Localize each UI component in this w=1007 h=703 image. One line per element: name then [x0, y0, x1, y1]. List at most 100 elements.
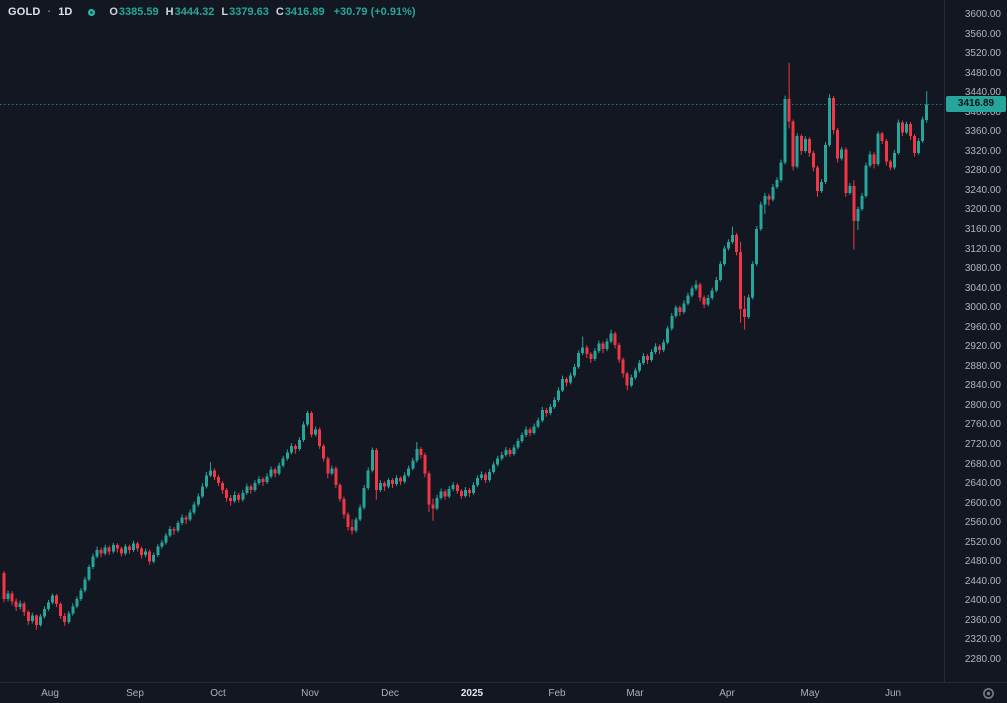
candle-body: [386, 480, 390, 487]
candle-body: [350, 527, 354, 531]
candle: [504, 446, 508, 457]
candle-body: [14, 601, 18, 608]
candle-wick: [173, 527, 175, 535]
candle-body: [609, 333, 613, 342]
candle: [803, 136, 807, 153]
candle-body: [654, 346, 658, 353]
time-tick-label: Sep: [126, 688, 144, 699]
candle: [593, 348, 597, 361]
candle: [735, 232, 739, 256]
candle-body: [168, 529, 172, 536]
candle-body: [132, 543, 135, 551]
time-tick-label: May: [800, 688, 820, 699]
candle: [674, 305, 678, 318]
candle-body: [892, 152, 896, 168]
time-tick-label: Mar: [626, 688, 644, 699]
candle-body: [900, 122, 904, 133]
candlestick-canvas[interactable]: [0, 0, 943, 682]
candle: [342, 496, 346, 519]
candle: [91, 553, 95, 570]
candle: [832, 96, 836, 135]
candle-body: [51, 595, 55, 603]
candle-body: [819, 182, 823, 191]
price-tick-label: 3200.00: [964, 204, 1001, 216]
candle-body: [225, 489, 229, 498]
candle: [516, 438, 520, 450]
candle-body: [451, 485, 455, 489]
candle-body: [815, 167, 819, 191]
candle: [164, 532, 168, 545]
candle: [755, 226, 759, 267]
candle: [484, 472, 488, 484]
candle-body: [200, 486, 204, 497]
candle-body: [852, 186, 856, 222]
candle-body: [633, 370, 637, 378]
last-price-label: 3416.89: [946, 96, 1006, 113]
candle: [386, 478, 390, 489]
candle: [257, 476, 261, 486]
candle: [261, 477, 265, 487]
candle: [763, 192, 767, 214]
time-tick-label: Jun: [884, 688, 902, 699]
candle-body: [281, 458, 285, 466]
symbol-title[interactable]: GOLD: [8, 6, 41, 18]
candle: [168, 526, 172, 538]
candle-body: [208, 470, 212, 476]
price-axis[interactable]: 3416.89 3600.00 3560.00 3520.00 3480.00 3440…: [944, 0, 1007, 682]
candle-body: [868, 154, 872, 166]
axis-settings-icon[interactable]: [982, 687, 995, 700]
candle-body: [30, 615, 34, 621]
candle: [314, 426, 318, 437]
candle-body: [795, 136, 799, 167]
candle: [419, 446, 423, 459]
candle: [253, 480, 257, 492]
candle: [751, 261, 755, 300]
candle-body: [221, 483, 225, 490]
candle: [34, 614, 38, 630]
candle: [771, 184, 775, 202]
candle-body: [540, 409, 544, 421]
candle: [917, 138, 921, 155]
candle-body: [730, 234, 734, 243]
candle-body: [119, 548, 123, 554]
candle: [743, 295, 747, 330]
candle-body: [107, 547, 111, 552]
candle-body: [79, 590, 83, 599]
candle-body: [253, 483, 257, 490]
candle: [334, 466, 338, 488]
time-axis[interactable]: Aug Sep Oct Nov Dec 2025 Feb Mar Apr May Jun: [0, 682, 1007, 703]
candle: [30, 612, 34, 624]
candle: [277, 462, 281, 476]
candle-body: [152, 554, 156, 562]
candle: [435, 494, 439, 511]
candle-body: [682, 303, 686, 313]
high-label: H: [165, 6, 174, 18]
candle: [900, 120, 904, 137]
candle: [144, 548, 148, 558]
candle: [909, 122, 913, 141]
candle: [119, 546, 123, 557]
candle: [289, 443, 293, 455]
candle: [625, 371, 629, 391]
candle: [654, 343, 658, 355]
candle: [103, 544, 107, 556]
candle-body: [358, 507, 362, 520]
timeframe-label[interactable]: 1D: [58, 6, 73, 18]
candle: [395, 475, 399, 487]
candle-body: [261, 479, 265, 483]
candle-body: [411, 460, 415, 469]
price-tick-label: 2760.00: [964, 419, 1001, 431]
candle-body: [439, 491, 443, 498]
candle: [338, 483, 342, 502]
candle: [99, 547, 103, 558]
candle-body: [532, 426, 536, 433]
candle: [431, 498, 435, 521]
candle-body: [407, 468, 411, 476]
candle-body: [714, 279, 718, 291]
candle: [14, 598, 18, 612]
candle: [641, 353, 645, 365]
low-label: L: [221, 6, 229, 18]
candle: [520, 432, 524, 444]
candle: [569, 372, 573, 385]
